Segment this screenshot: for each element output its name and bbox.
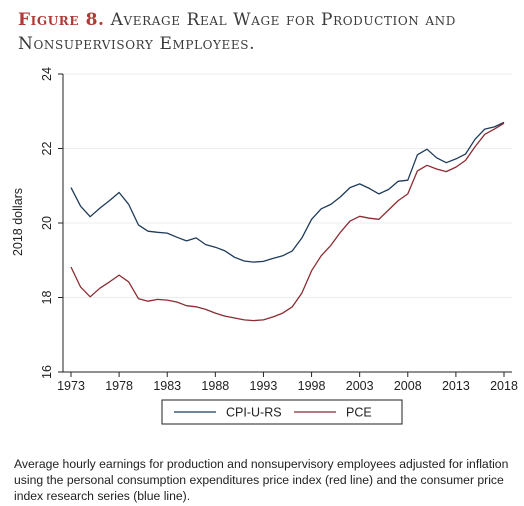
x-tick-label: 1983 xyxy=(153,379,181,393)
y-tick-label: 24 xyxy=(40,67,54,81)
series-line-pce xyxy=(70,122,505,322)
axes: 16 18 20 22 24 1973 1978 1983 1988 1993 1998 2003 20… xyxy=(40,67,518,393)
x-tick-label: 2018 xyxy=(490,379,518,393)
legend-label: PCE xyxy=(346,406,372,420)
figure-title: Figure 8. Average Real Wage for Producti… xyxy=(18,8,508,56)
x-tick-label: 2003 xyxy=(346,379,374,393)
x-tick-label: 1988 xyxy=(201,379,229,393)
x-tick-label: 2013 xyxy=(442,379,470,393)
wage-line-chart: 16 18 20 22 24 1973 1978 1983 1988 1993 1998 2003 20… xyxy=(11,67,518,425)
legend-label: CPI-U-RS xyxy=(226,406,282,420)
x-tick-label: 2008 xyxy=(394,379,422,393)
y-tick-label: 20 xyxy=(40,216,54,230)
y-tick-label: 18 xyxy=(40,291,54,305)
y-tick-label: 22 xyxy=(40,142,54,156)
x-tick-label: 1993 xyxy=(250,379,278,393)
series-lines xyxy=(70,121,505,322)
legend: CPI-U-RS PCE xyxy=(161,399,403,425)
y-axis-label: 2018 dollars xyxy=(11,188,25,256)
y-tick-label: 16 xyxy=(40,365,54,379)
x-tick-label: 1978 xyxy=(105,379,133,393)
x-tick-label: 1998 xyxy=(298,379,326,393)
series-line-cpi-u-rs xyxy=(70,121,505,263)
gridlines xyxy=(63,73,512,373)
figure-caption: Average hourly earnings for production a… xyxy=(14,457,509,503)
x-tick-label: 1973 xyxy=(57,379,85,393)
figure-title-text: Average Real Wage for Production and Non… xyxy=(18,10,456,54)
figure-number: Figure 8. xyxy=(18,10,105,30)
